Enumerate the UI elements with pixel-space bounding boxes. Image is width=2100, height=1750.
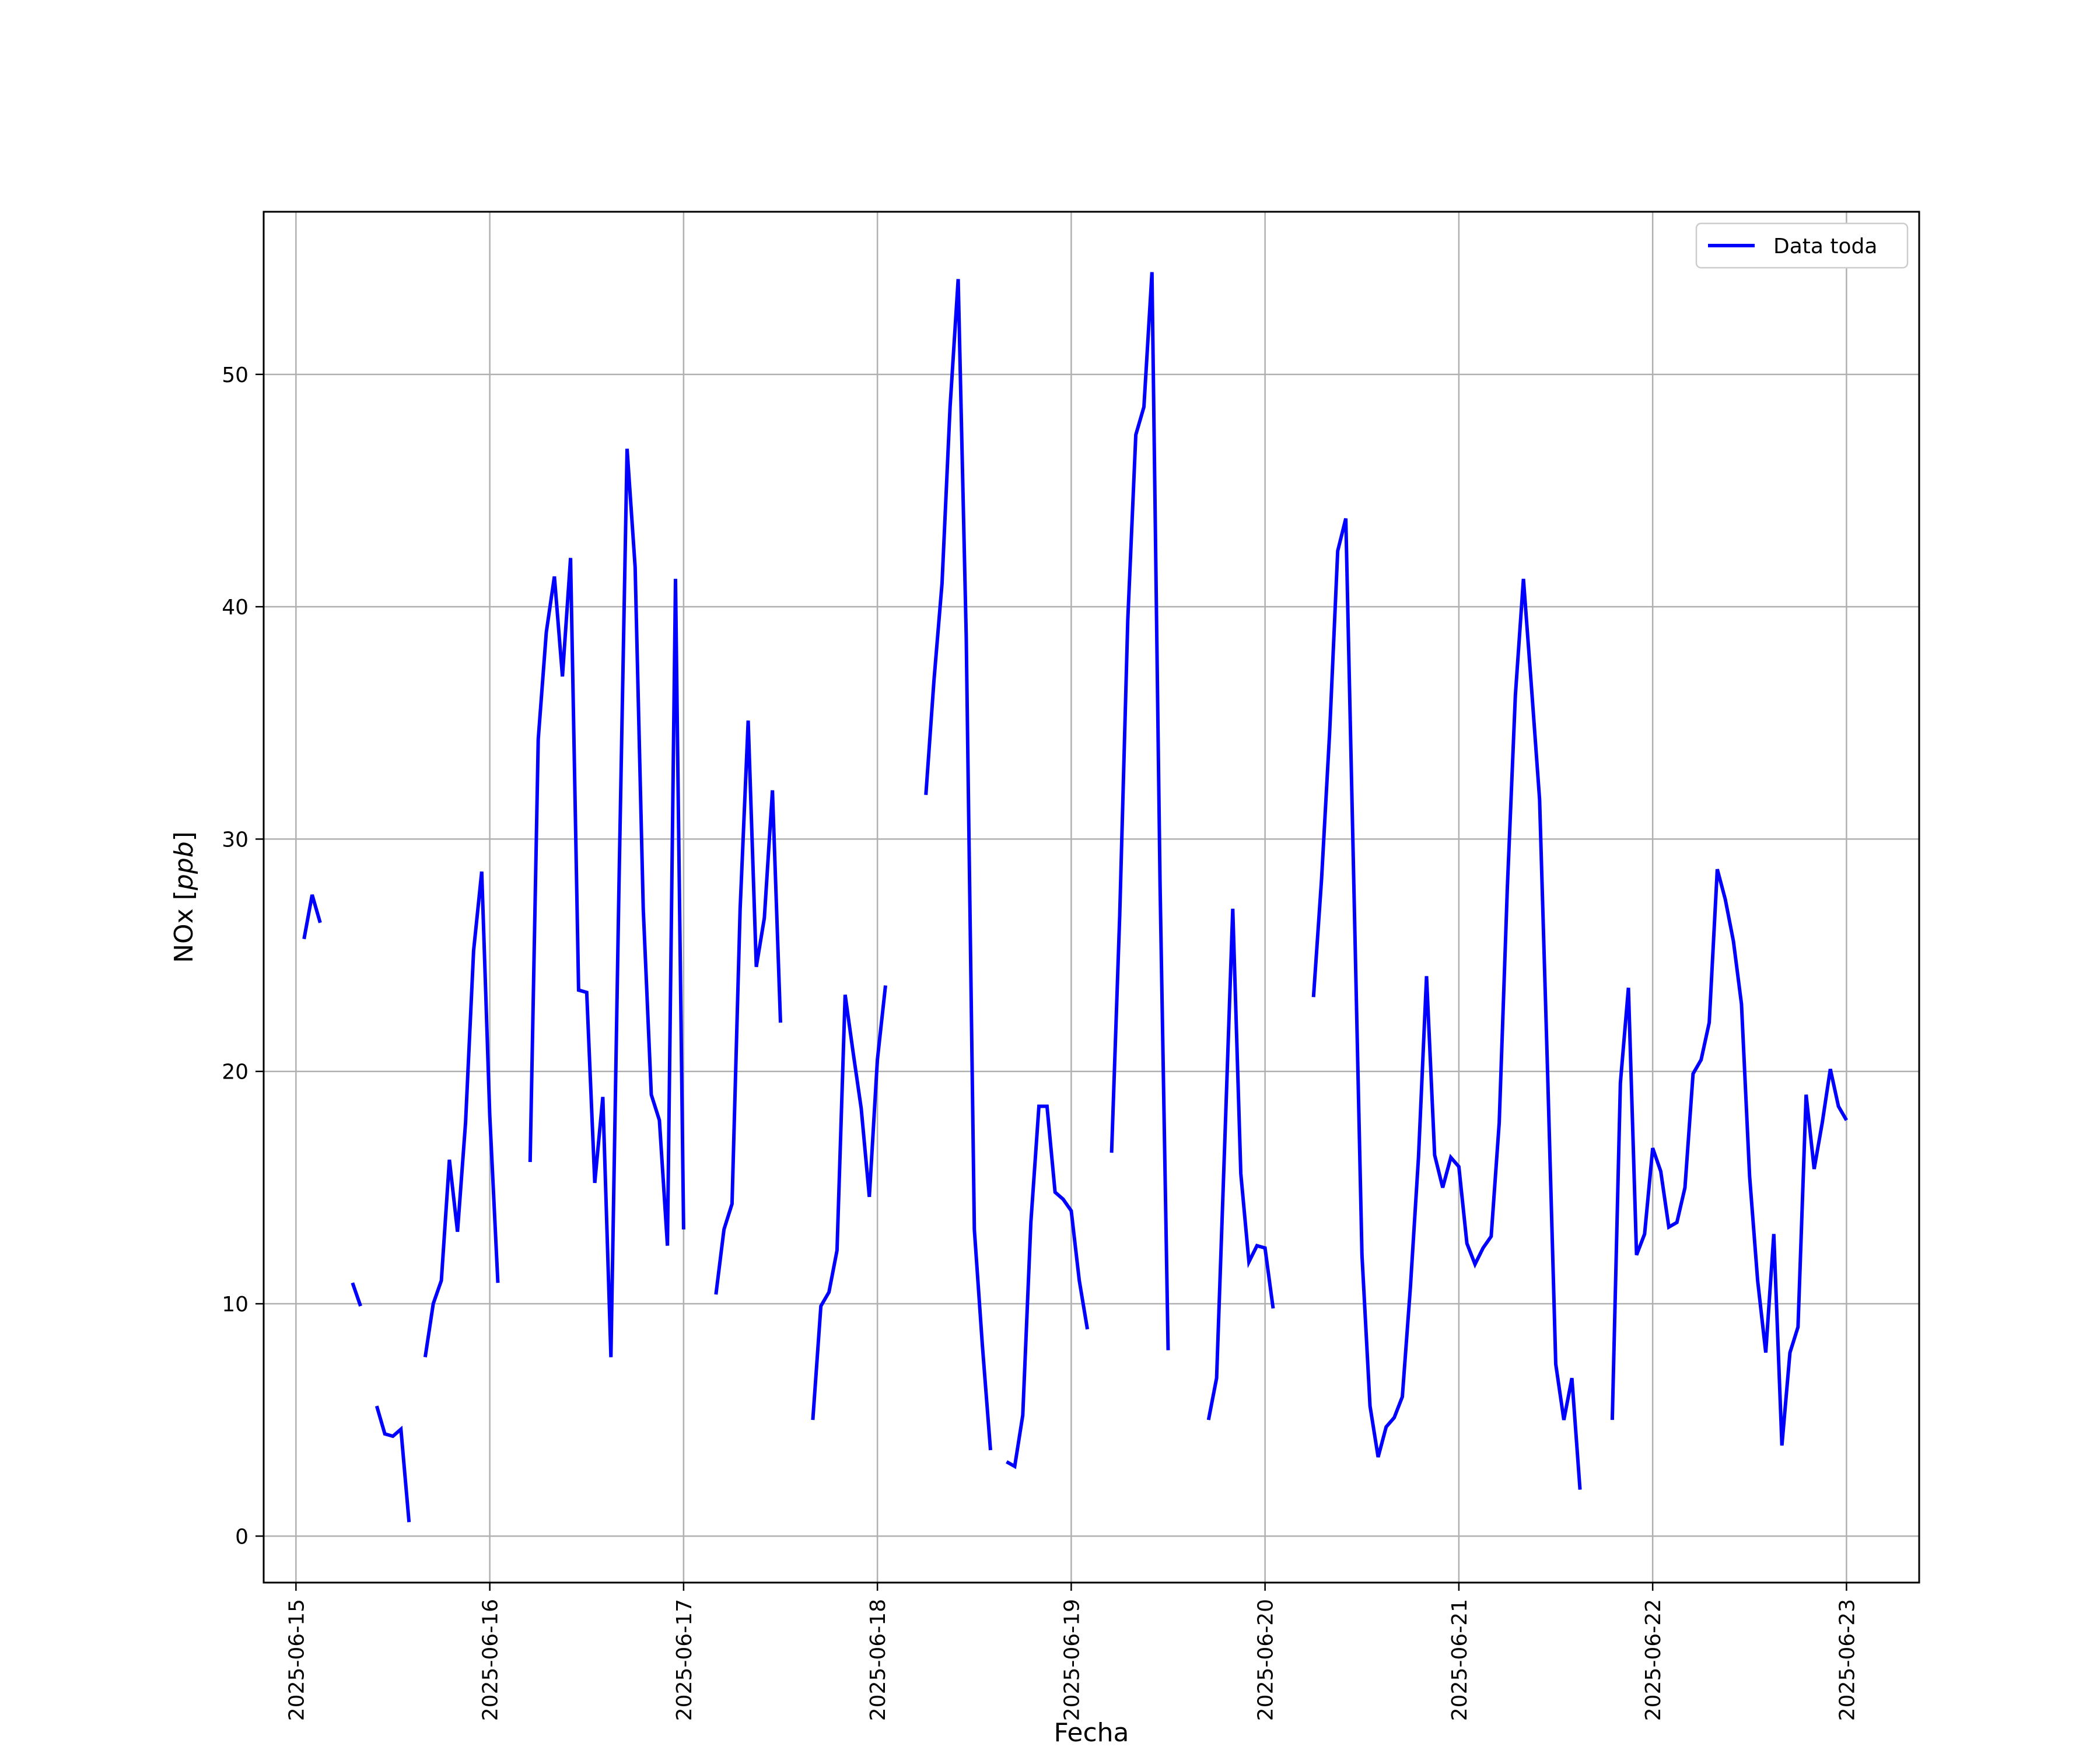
y-tick-label: 10 (222, 1293, 249, 1317)
y-tick-label: 30 (222, 828, 249, 852)
x-axis-label: Fecha (1054, 1718, 1129, 1748)
legend: Data toda (1695, 222, 1909, 269)
x-tick-label: 2025-06-17 (673, 1599, 696, 1721)
grid-layer (264, 212, 1919, 1583)
plot-area-frame (262, 211, 1920, 1584)
x-tick-label: 2025-06-15 (285, 1599, 309, 1721)
series-line-segment (924, 279, 992, 1451)
y-axis-label: NOx [ppb] (169, 831, 199, 963)
series-line-segment (423, 871, 500, 1358)
series-line-segment (1610, 869, 1848, 1446)
y-tick-label: 40 (222, 596, 249, 620)
series-line-segment (302, 894, 322, 940)
x-tick-label: 2025-06-23 (1835, 1599, 1859, 1721)
series-line-segment (714, 720, 782, 1295)
series-line-segment (528, 449, 685, 1357)
x-tick-label: 2025-06-19 (1060, 1599, 1084, 1721)
series-line-segment (1006, 1104, 1090, 1469)
legend-box (1695, 222, 1909, 269)
y-tick-label: 0 (235, 1525, 249, 1549)
series-line-segment (374, 1405, 411, 1522)
x-tick-label: 2025-06-16 (479, 1599, 503, 1721)
series-line-segment (1311, 518, 1582, 1490)
legend-label-data-toda: Data toda (1773, 235, 1877, 258)
series-line-segment (351, 1282, 362, 1307)
series-line-segment (811, 985, 887, 1420)
x-tick-label: 2025-06-22 (1642, 1599, 1665, 1721)
series-line-segment (1110, 272, 1170, 1350)
x-tick-label: 2025-06-21 (1448, 1599, 1472, 1721)
y-tick-label: 20 (222, 1060, 249, 1084)
series-line-layer (302, 272, 1848, 1522)
y-tick-label: 50 (222, 363, 249, 387)
tick-layer: 2025-06-15 2025-06-16 2025-06-17 2025-06-18… (222, 363, 1859, 1721)
series-line-segment (1206, 908, 1275, 1420)
x-tick-label: 2025-06-20 (1254, 1599, 1278, 1721)
x-tick-label: 2025-06-18 (866, 1599, 890, 1721)
